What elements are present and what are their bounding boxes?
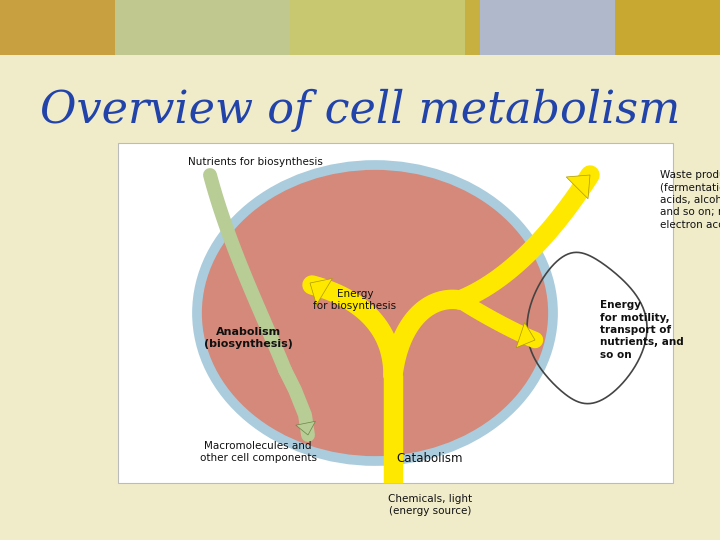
Polygon shape [516, 322, 535, 348]
Bar [0, 0, 115, 58]
Polygon shape [296, 421, 315, 435]
Bar [115, 0, 290, 55]
Bar [615, 0, 720, 55]
Text: Waste products
(fermentation products;
acids, alcohols, CO₂,
and so on; reduced
: Waste products (fermentation products; a… [660, 170, 720, 230]
Text: Energy
for motility,
transport of
nutrients, and
so on: Energy for motility, transport of nutrie… [600, 300, 684, 360]
Bar [290, 0, 465, 55]
Polygon shape [310, 279, 333, 305]
Bar [480, 0, 615, 55]
Text: Catabolism: Catabolism [397, 451, 463, 464]
Bar [118, 143, 673, 483]
Text: Chemicals, light
(energy source): Chemicals, light (energy source) [388, 494, 472, 516]
Ellipse shape [197, 165, 553, 461]
Polygon shape [566, 175, 590, 199]
Text: Energy
for biosynthesis: Energy for biosynthesis [313, 289, 397, 311]
Text: Nutrients for biosynthesis: Nutrients for biosynthesis [188, 157, 323, 167]
Text: Macromolecules and
other cell components: Macromolecules and other cell components [199, 441, 317, 463]
Text: Anabolism
(biosynthesis): Anabolism (biosynthesis) [204, 327, 292, 349]
Bar [0, 55, 720, 65]
Text: Overview of cell metabolism: Overview of cell metabolism [40, 89, 680, 132]
Bar [465, 0, 480, 55]
